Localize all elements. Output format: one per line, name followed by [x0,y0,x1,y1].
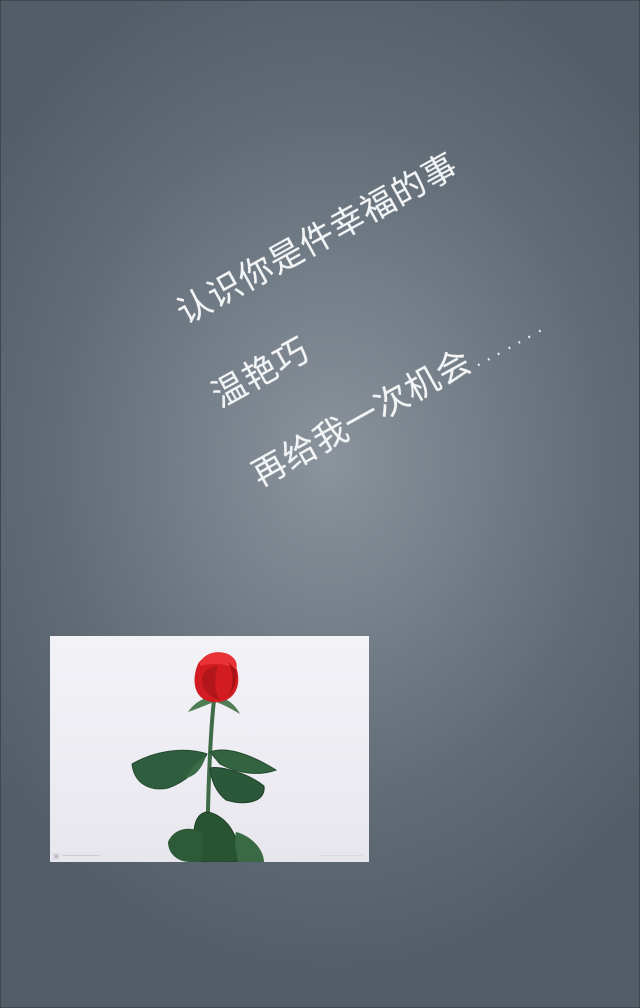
rose-petal-shade [228,662,237,696]
rose-photo: ▣ ───────── ──────────── [50,636,369,862]
watermark-right: ──────────── [319,853,363,860]
leaf-right [209,767,265,804]
leaf-bottom-center [193,811,240,862]
watermark-left: ▣ ───────── [53,852,100,860]
leaf-upper-right [209,749,278,774]
leaf-small [186,756,206,778]
leaf-bottom-right [235,832,264,862]
rose-petal-inner [202,666,220,700]
message-line-1: 认识你是件幸福的事 [170,145,466,334]
rose-illustration [131,652,278,862]
rose-petal-top [200,652,237,670]
leaf-bottom-left [168,828,204,862]
message-line-2: 温艳巧 [205,330,317,417]
